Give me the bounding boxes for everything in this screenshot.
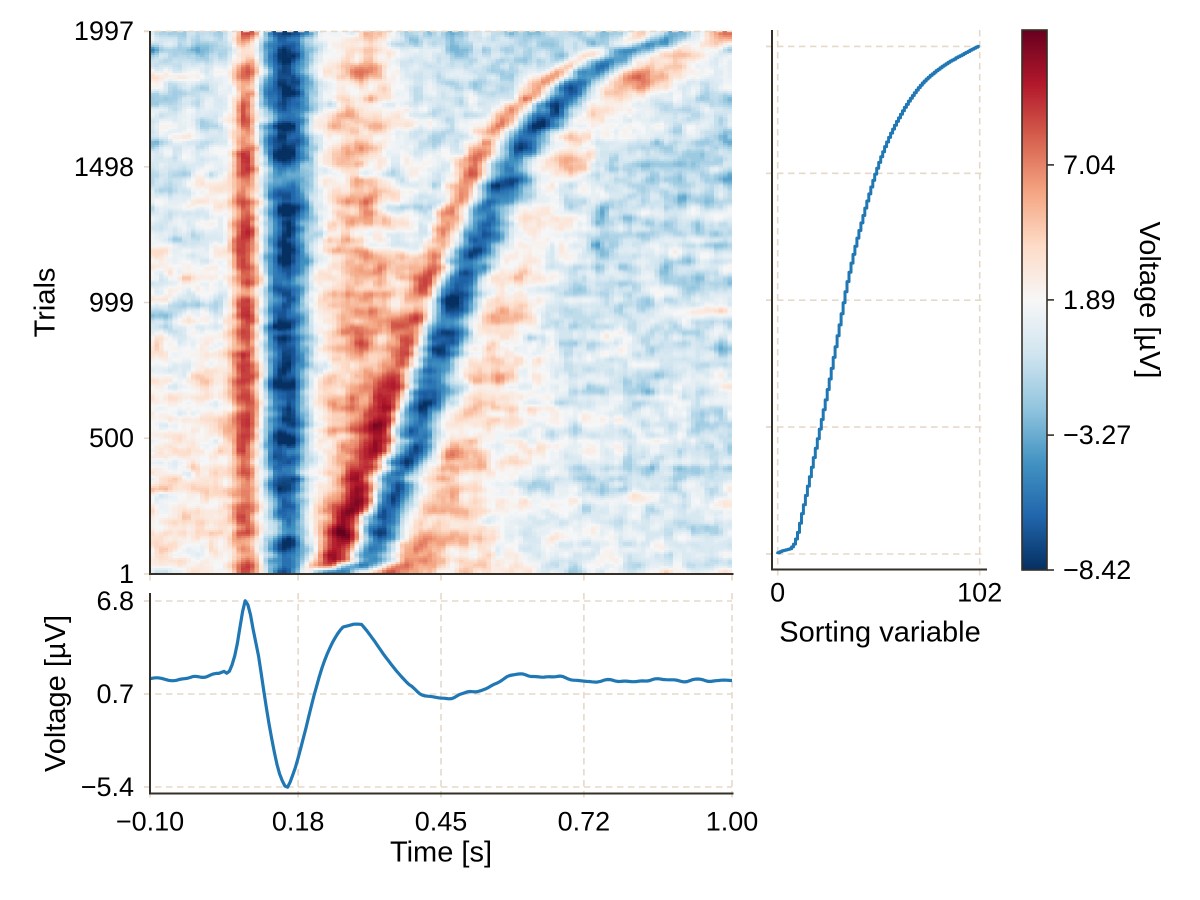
svg-text:Trials: Trials: [30, 268, 62, 338]
svg-text:Sorting variable: Sorting variable: [779, 617, 981, 649]
svg-text:−5.4: −5.4: [81, 772, 134, 802]
svg-text:1498: 1498: [74, 152, 134, 182]
svg-text:Voltage [µV]: Voltage [µV]: [40, 615, 72, 772]
svg-text:0.7: 0.7: [96, 679, 134, 709]
svg-text:0.18: 0.18: [272, 807, 325, 837]
svg-text:Voltage [µV]: Voltage [µV]: [1133, 222, 1165, 379]
svg-text:6.8: 6.8: [96, 586, 134, 616]
svg-text:500: 500: [89, 423, 134, 453]
svg-text:1: 1: [119, 559, 134, 589]
svg-text:7.04: 7.04: [1063, 150, 1116, 180]
svg-text:1.89: 1.89: [1063, 285, 1116, 315]
svg-text:999: 999: [89, 288, 134, 318]
svg-text:−8.42: −8.42: [1063, 555, 1131, 585]
svg-text:0.72: 0.72: [558, 807, 611, 837]
svg-text:0: 0: [770, 578, 785, 608]
svg-text:1.00: 1.00: [706, 807, 759, 837]
svg-text:Time [s]: Time [s]: [390, 837, 492, 869]
svg-text:−3.27: −3.27: [1063, 420, 1131, 450]
svg-text:−0.10: −0.10: [116, 807, 184, 837]
svg-text:1997: 1997: [74, 16, 134, 46]
svg-text:0.45: 0.45: [415, 807, 468, 837]
svg-text:102: 102: [957, 578, 1002, 608]
